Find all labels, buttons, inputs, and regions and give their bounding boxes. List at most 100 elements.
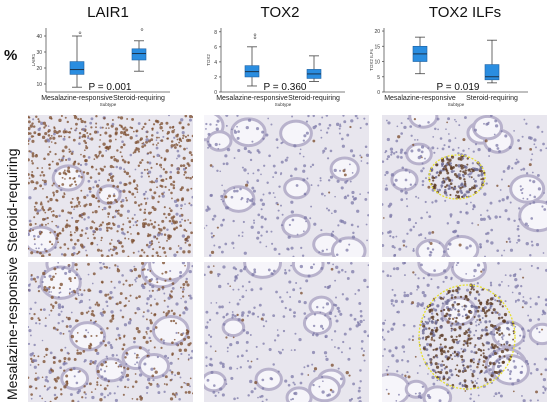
cell-nucleus — [57, 321, 60, 325]
cell-nucleus — [103, 265, 106, 268]
cell-nucleus — [182, 250, 186, 254]
cell-nucleus — [215, 127, 219, 131]
follicle-cell — [460, 183, 463, 187]
cell-nucleus — [179, 164, 183, 168]
cell-nucleus — [41, 135, 46, 140]
follicle-cell — [485, 341, 489, 345]
cell-nucleus — [111, 175, 115, 178]
cell-nucleus — [291, 397, 295, 401]
cell-nucleus — [319, 311, 322, 314]
cell-nucleus — [89, 176, 93, 179]
cell-nucleus — [139, 137, 143, 141]
cell-nucleus — [395, 347, 398, 350]
follicle-cell — [423, 315, 426, 318]
cell-nucleus — [147, 245, 151, 249]
cell-nucleus — [152, 248, 155, 251]
cell-nucleus — [230, 195, 234, 199]
cell-nucleus — [95, 126, 97, 129]
cell-nucleus — [63, 128, 66, 131]
crypt — [509, 174, 546, 204]
cell-nucleus — [519, 334, 522, 337]
follicle-cell — [444, 191, 448, 195]
follicle-cell — [459, 170, 462, 173]
cell-nucleus — [113, 247, 116, 251]
cell-nucleus — [51, 220, 54, 223]
cell-nucleus — [56, 199, 59, 202]
cell-nucleus — [181, 262, 186, 265]
cell-nucleus — [99, 223, 103, 227]
cell-nucleus — [153, 313, 157, 317]
cell-nucleus — [100, 239, 103, 242]
cell-nucleus — [115, 327, 119, 331]
cell-nucleus — [187, 250, 191, 254]
cell-nucleus — [382, 355, 384, 357]
cell-nucleus — [339, 169, 342, 172]
cell-nucleus — [96, 303, 101, 307]
cell-nucleus — [427, 273, 431, 277]
cell-nucleus — [45, 196, 49, 199]
cell-nucleus — [312, 139, 316, 143]
cell-nucleus — [117, 224, 121, 228]
cell-nucleus — [455, 264, 458, 266]
cell-nucleus — [305, 220, 307, 223]
cell-nucleus — [182, 134, 185, 137]
cell-nucleus — [216, 226, 219, 229]
cell-nucleus — [97, 172, 101, 176]
cell-nucleus — [72, 252, 76, 255]
follicle-cell — [456, 190, 460, 194]
cell-nucleus — [124, 237, 127, 240]
cell-nucleus — [333, 303, 336, 307]
cell-nucleus — [257, 168, 260, 172]
cell-nucleus — [126, 231, 129, 234]
cell-nucleus — [57, 313, 61, 317]
cell-nucleus — [298, 338, 302, 342]
follicle-cell — [441, 360, 444, 363]
cell-nucleus — [215, 302, 218, 304]
cell-nucleus — [161, 288, 164, 291]
cell-nucleus — [162, 168, 166, 171]
follicle-cell — [452, 352, 454, 355]
cell-nucleus — [136, 185, 139, 187]
cell-nucleus — [67, 247, 70, 250]
cell-nucleus — [125, 197, 127, 199]
cell-nucleus — [154, 326, 158, 329]
cell-nucleus — [507, 237, 511, 241]
cell-nucleus — [100, 392, 104, 396]
follicle-cell — [462, 360, 466, 363]
cell-nucleus — [438, 399, 442, 402]
cell-nucleus — [136, 307, 140, 311]
cell-nucleus — [509, 377, 512, 380]
cell-nucleus — [133, 336, 136, 340]
cell-nucleus — [103, 117, 106, 120]
cell-nucleus — [125, 363, 128, 365]
cell-nucleus — [185, 277, 188, 281]
cell-nucleus — [62, 137, 66, 141]
cell-nucleus — [83, 218, 86, 221]
cell-nucleus — [51, 243, 54, 246]
cell-nucleus — [112, 223, 116, 227]
cell-nucleus — [414, 139, 416, 141]
cell-nucleus — [255, 127, 260, 131]
follicle-cell — [473, 351, 476, 354]
follicle-cell — [489, 304, 493, 308]
cell-nucleus — [475, 320, 477, 323]
cell-nucleus — [28, 139, 30, 143]
cell-nucleus — [243, 251, 247, 255]
cell-nucleus — [121, 315, 125, 319]
cell-nucleus — [186, 235, 190, 239]
cell-nucleus — [282, 329, 286, 333]
cell-nucleus — [39, 209, 42, 212]
cell-nucleus — [231, 241, 235, 245]
cell-nucleus — [127, 255, 130, 257]
cell-nucleus — [354, 292, 357, 295]
cell-nucleus — [382, 328, 384, 332]
cell-nucleus — [513, 365, 517, 369]
cell-nucleus — [522, 296, 525, 298]
cell-nucleus — [77, 252, 80, 255]
cell-nucleus — [33, 365, 37, 369]
cell-nucleus — [83, 334, 87, 338]
cell-nucleus — [290, 200, 294, 204]
cell-nucleus — [476, 282, 479, 285]
cell-nucleus — [75, 298, 78, 300]
